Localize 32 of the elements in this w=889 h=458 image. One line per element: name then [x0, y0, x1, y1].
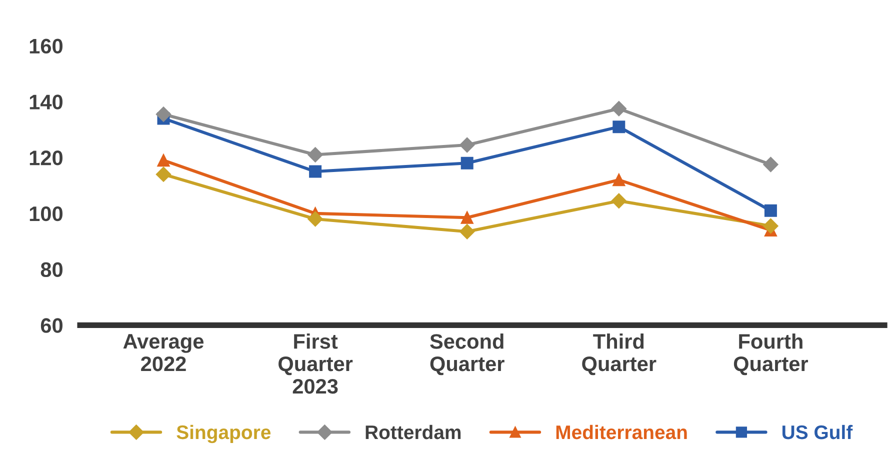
- x-tick-label: First Quarter 2023: [278, 334, 353, 394]
- point: [309, 165, 322, 178]
- legend-label: Singapore: [176, 424, 271, 444]
- point: [460, 137, 475, 153]
- point: [460, 211, 474, 224]
- x-tick-label: Second Quarter: [430, 334, 504, 376]
- legend-label: Rotterdam: [366, 424, 461, 440]
- y-tick-label: 100: [30, 206, 62, 222]
- legend-label: US Gulf: [782, 424, 853, 440]
- y-tick-label: 140: [30, 94, 62, 110]
- point: [612, 174, 626, 186]
- x-tick-label: Average 2022: [123, 334, 204, 372]
- point: [460, 156, 474, 170]
- point: [156, 166, 172, 182]
- x-tick-label: Fourth Quarter: [734, 334, 808, 376]
- point: [308, 147, 323, 162]
- point: [156, 106, 172, 122]
- point: [763, 156, 778, 172]
- point: [460, 224, 475, 240]
- x-tick-label: Third Quarter: [582, 334, 656, 376]
- point: [764, 204, 777, 217]
- y-tick-label: 80: [40, 262, 62, 278]
- point: [308, 211, 323, 227]
- y-tick-label: 60: [40, 318, 62, 333]
- point: [612, 120, 626, 134]
- y-tick-label: 120: [30, 150, 62, 166]
- point: [157, 154, 170, 167]
- point: [611, 101, 626, 116]
- point: [611, 193, 626, 208]
- point: [763, 218, 778, 234]
- legend-label: Mediterranean: [556, 424, 687, 440]
- y-tick-label: 160: [30, 38, 62, 54]
